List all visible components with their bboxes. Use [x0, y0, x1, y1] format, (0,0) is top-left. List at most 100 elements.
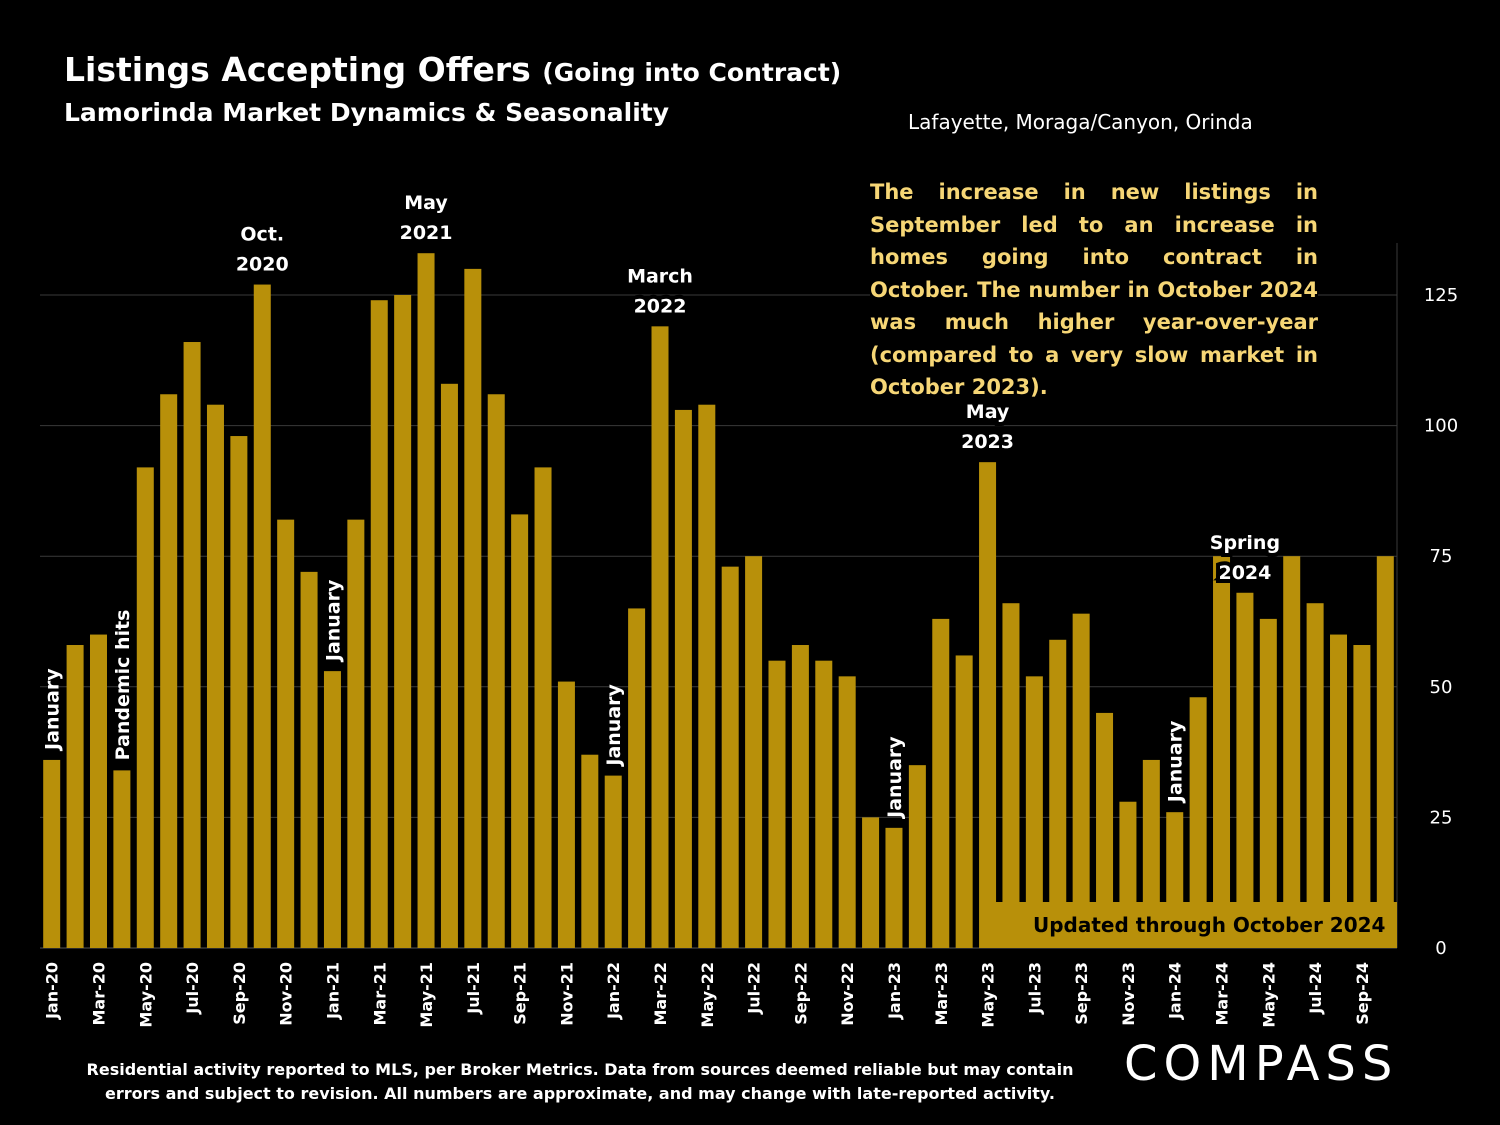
bar-May-20 [136, 467, 154, 948]
compass-logo: COMPASS [1124, 1036, 1399, 1092]
x-tick-label: Mar-24 [1213, 962, 1232, 1026]
bar-Oct-22 [815, 660, 833, 948]
x-tick-label: Mar-20 [89, 962, 108, 1026]
commentary-text: The increase in new listings in Septembe… [870, 176, 1318, 404]
bar-Aug-20 [206, 404, 224, 949]
bar-Dec-20 [300, 571, 318, 948]
bar-Sep-23 [1072, 613, 1090, 948]
bar-Nov-21 [557, 681, 575, 948]
bar-Jan-21 [323, 671, 341, 948]
bar-Apr-24 [1236, 592, 1254, 948]
y-tick-label: 75 [1430, 546, 1453, 567]
x-tick-label: Jul-23 [1025, 962, 1044, 1015]
annotations: January Pandemic hits Oct. 2020 January May 20… [42, 188, 1284, 820]
y-axis: 0 25 50 75 100 125 [1424, 285, 1458, 959]
x-tick-label: Jan-22 [604, 962, 623, 1020]
bar-Feb-20 [66, 645, 84, 948]
bar-Nov-22 [838, 676, 856, 948]
x-tick-label: Sep-21 [511, 962, 530, 1025]
footnote: Residential activity reported to MLS, pe… [80, 1058, 1080, 1106]
chart-title: Listings Accepting Offers (Going into Co… [64, 50, 841, 89]
annotation-label: 2023 [961, 431, 1014, 453]
bar-Aug-21 [487, 394, 505, 949]
x-tick-label: May-24 [1259, 962, 1278, 1028]
bar-May-22 [698, 404, 716, 949]
y-tick-label: 100 [1424, 416, 1458, 437]
x-tick-label: Jul-20 [183, 962, 202, 1015]
annotation-label: 2022 [634, 295, 687, 317]
bar-Mar-21 [370, 300, 388, 948]
annotation-label: 2024 [1218, 562, 1271, 584]
bar-May-23 [979, 462, 997, 948]
y-tick-label: 0 [1435, 938, 1446, 959]
bar-Sep-22 [791, 645, 809, 948]
bar-Oct-21 [534, 467, 552, 948]
y-tick-label: 25 [1430, 807, 1453, 828]
bar-Sep-20 [230, 436, 248, 948]
region-label: Lafayette, Moraga/Canyon, Orinda [908, 110, 1253, 134]
x-tick-label: Nov-20 [277, 962, 296, 1026]
bar-Jul-24 [1306, 603, 1324, 948]
bar-Jul-22 [745, 556, 763, 948]
x-tick-label: Mar-22 [651, 962, 670, 1026]
annotation-label: January [322, 579, 344, 663]
bar-Jan-22 [604, 775, 622, 948]
x-tick-label: Mar-21 [370, 962, 389, 1026]
x-tick-label: May-21 [417, 962, 436, 1028]
x-axis: Jan-20 Mar-20 May-20 Jul-20 Sep-20 Nov-20 Jan-… [43, 962, 1372, 1028]
x-tick-label: May-22 [698, 962, 717, 1028]
bar-Dec-22 [862, 817, 880, 948]
footnote-line-2: errors and subject to revision. All numb… [105, 1084, 1055, 1103]
annotation-label: January [42, 668, 64, 752]
bar-Jul-21 [464, 268, 482, 948]
annotation-label: May [966, 401, 1010, 423]
bar-May-21 [417, 253, 435, 948]
x-tick-label: Nov-22 [838, 962, 857, 1026]
title-suffix: (Going into Contract) [542, 58, 842, 87]
bar-Jun-20 [160, 394, 178, 949]
x-tick-label: Jan-24 [1166, 962, 1185, 1020]
bar-Oct-20 [253, 284, 271, 948]
bar-Apr-20 [113, 770, 131, 948]
footnote-line-1: Residential activity reported to MLS, pe… [86, 1060, 1074, 1079]
x-tick-label: May-23 [979, 962, 998, 1028]
bar-Jun-22 [721, 566, 739, 948]
bar-Jul-20 [183, 342, 201, 948]
x-tick-label: Sep-20 [230, 962, 249, 1025]
x-tick-label: Nov-21 [557, 962, 576, 1026]
bar-Feb-21 [347, 519, 365, 948]
bar-Mar-23 [932, 618, 950, 948]
bar-Mar-20 [89, 634, 107, 948]
bar-Apr-21 [394, 295, 412, 948]
x-tick-label: Sep-24 [1353, 962, 1372, 1025]
x-tick-label: Sep-22 [791, 962, 810, 1025]
bar-Oct-24 [1376, 556, 1394, 948]
x-tick-label: Jul-24 [1306, 962, 1325, 1015]
x-tick-label: Mar-23 [932, 962, 951, 1026]
annotation-label: May [404, 192, 448, 214]
updated-note: Updated through October 2024 [1033, 913, 1386, 937]
bar-Oct-23 [1096, 712, 1114, 948]
updated-note-box [995, 902, 1397, 948]
bar-Feb-23 [908, 765, 926, 948]
bar-Sep-21 [511, 514, 529, 948]
annotation-label: January [1165, 720, 1187, 804]
bar-Jul-23 [1025, 676, 1043, 948]
title-main: Listings Accepting Offers [64, 50, 531, 89]
x-tick-label: Jan-20 [43, 962, 62, 1020]
bar-Aug-22 [768, 660, 786, 948]
bar-May-24 [1259, 618, 1277, 948]
bar-Nov-20 [277, 519, 295, 948]
bars [43, 253, 1394, 949]
bar-Apr-22 [674, 409, 692, 949]
bar-Jan-20 [43, 759, 61, 948]
bar-Jun-24 [1283, 556, 1301, 948]
x-tick-label: May-20 [136, 962, 155, 1028]
chart-subtitle: Lamorinda Market Dynamics & Seasonality [64, 98, 670, 127]
bar-Mar-24 [1213, 556, 1231, 948]
bar-Jun-23 [1002, 603, 1020, 948]
annotation-label: 2020 [236, 254, 289, 276]
annotation-label: Spring [1210, 532, 1280, 554]
bar-Feb-22 [628, 608, 646, 948]
